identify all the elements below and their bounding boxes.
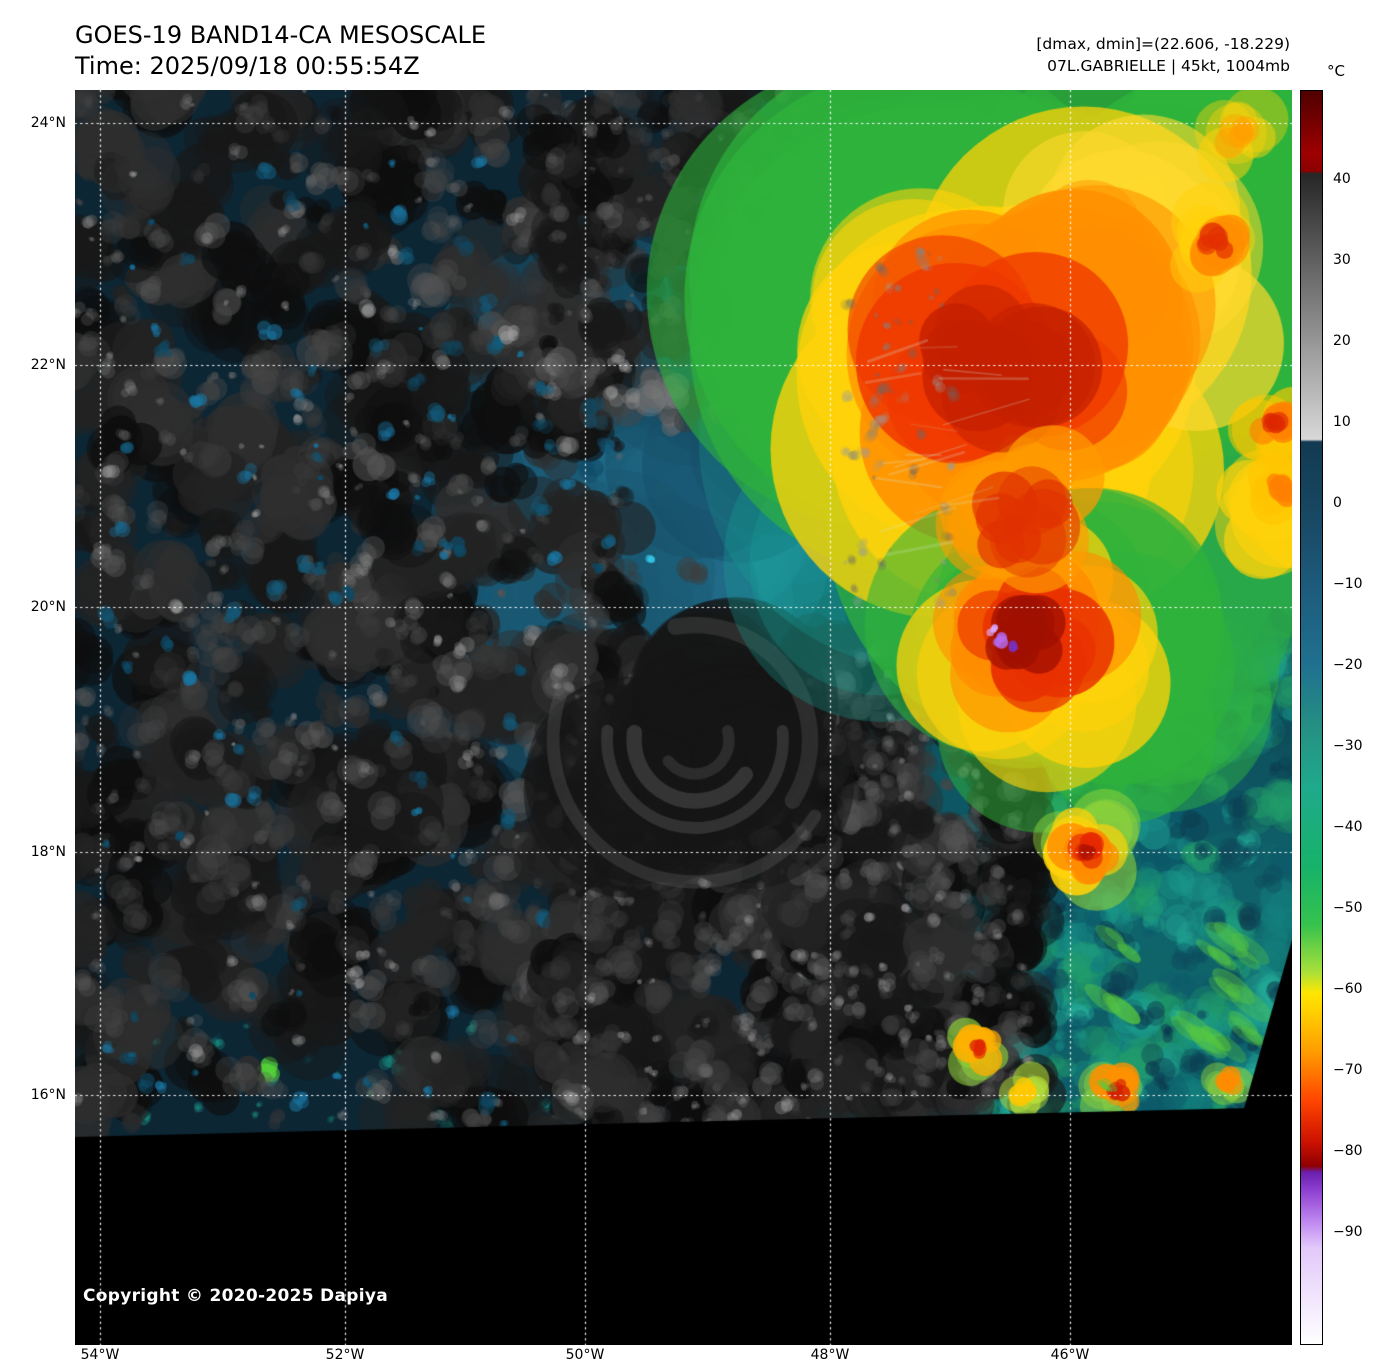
colorbar-tick-label: −70: [1333, 1061, 1363, 1078]
colorbar-tick-label: −80: [1333, 1142, 1363, 1159]
colorbar-tick-label: −10: [1333, 575, 1363, 592]
colorbar-tick-label: 10: [1333, 413, 1351, 430]
colorbar-tick-label: 30: [1333, 252, 1351, 269]
lat-tick-label: 18°N: [30, 843, 66, 860]
colorbar-tick-label: −30: [1333, 737, 1363, 754]
storm-info: 07L.GABRIELLE | 45kt, 1004mb: [1047, 57, 1290, 75]
lat-tick-label: 16°N: [30, 1087, 66, 1103]
lat-tick-label: 22°N: [30, 356, 66, 373]
satellite-canvas: [75, 90, 1292, 1345]
satellite-map: Copyright © 2020-2025 Dapiya: [75, 90, 1292, 1345]
colorbar-tick-label: −20: [1333, 656, 1363, 673]
colorbar-tick-label: −60: [1333, 980, 1363, 997]
colorbar-tick-label: 20: [1333, 333, 1351, 349]
lon-tick-label: 48°W: [810, 1347, 850, 1363]
colorbar-unit-label: °C: [1327, 62, 1345, 80]
header-right: [dmax, dmin]=(22.606, -18.229) 07L.GABRI…: [1036, 33, 1290, 77]
lon-tick-label: 52°W: [325, 1347, 365, 1363]
page-title: GOES-19 BAND14-CA MESOSCALE: [75, 21, 486, 49]
colorbar: [1300, 90, 1323, 1345]
dmax-dmin-readout: [dmax, dmin]=(22.606, -18.229): [1036, 35, 1290, 53]
lat-tick-label: 24°N: [30, 114, 66, 131]
timestamp: Time: 2025/09/18 00:55:54Z: [75, 52, 420, 80]
lat-tick-label: 20°N: [30, 598, 66, 615]
colorbar-tick-label: −40: [1333, 818, 1363, 835]
lon-tick-label: 50°W: [565, 1347, 605, 1363]
copyright-watermark: Copyright © 2020-2025 Dapiya: [83, 1286, 388, 1306]
colorbar-tick-label: −90: [1333, 1223, 1363, 1240]
lon-tick-label: 46°W: [1050, 1347, 1090, 1363]
colorbar-tick-label: −50: [1333, 899, 1363, 916]
header-left: GOES-19 BAND14-CA MESOSCALE Time: 2025/0…: [75, 20, 486, 82]
lon-tick-label: 54°W: [80, 1347, 120, 1363]
colorbar-tick-label: 0: [1333, 494, 1342, 511]
colorbar-tick-label: 40: [1333, 171, 1351, 188]
